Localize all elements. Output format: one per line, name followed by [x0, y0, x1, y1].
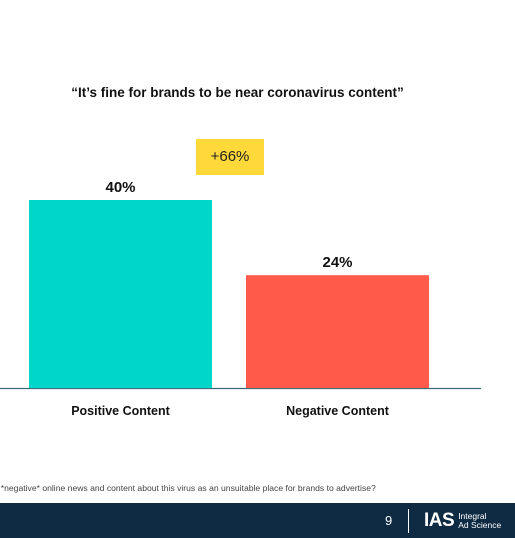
ias-logo: IAS Integral Ad Science — [424, 509, 501, 533]
logo-wordmark: Integral Ad Science — [458, 512, 501, 530]
footer-bar: 9 IAS Integral Ad Science — [0, 503, 515, 538]
growth-callout: +66% — [196, 139, 264, 175]
footer-divider — [408, 509, 409, 533]
category-label-negative-content: Negative Content — [286, 404, 390, 418]
survey-footnote: / *negative* online news and content abo… — [0, 483, 376, 493]
bar-chart: 40% Positive Content 24% Negative Content — [0, 179, 481, 418]
chart-title: “It’s fine for brands to be near coronav… — [71, 85, 404, 100]
logo-line-2: Ad Science — [458, 520, 502, 530]
logo-line-1: Integral — [458, 511, 487, 521]
data-label-negative-content: 24% — [322, 254, 352, 271]
logo-mark: IAS — [424, 510, 455, 531]
category-label-positive-content: Positive Content — [71, 404, 170, 418]
bar-negative-content — [246, 275, 429, 388]
page-number: 9 — [385, 513, 393, 528]
data-label-positive-content: 40% — [105, 179, 135, 196]
bar-positive-content — [29, 200, 212, 388]
